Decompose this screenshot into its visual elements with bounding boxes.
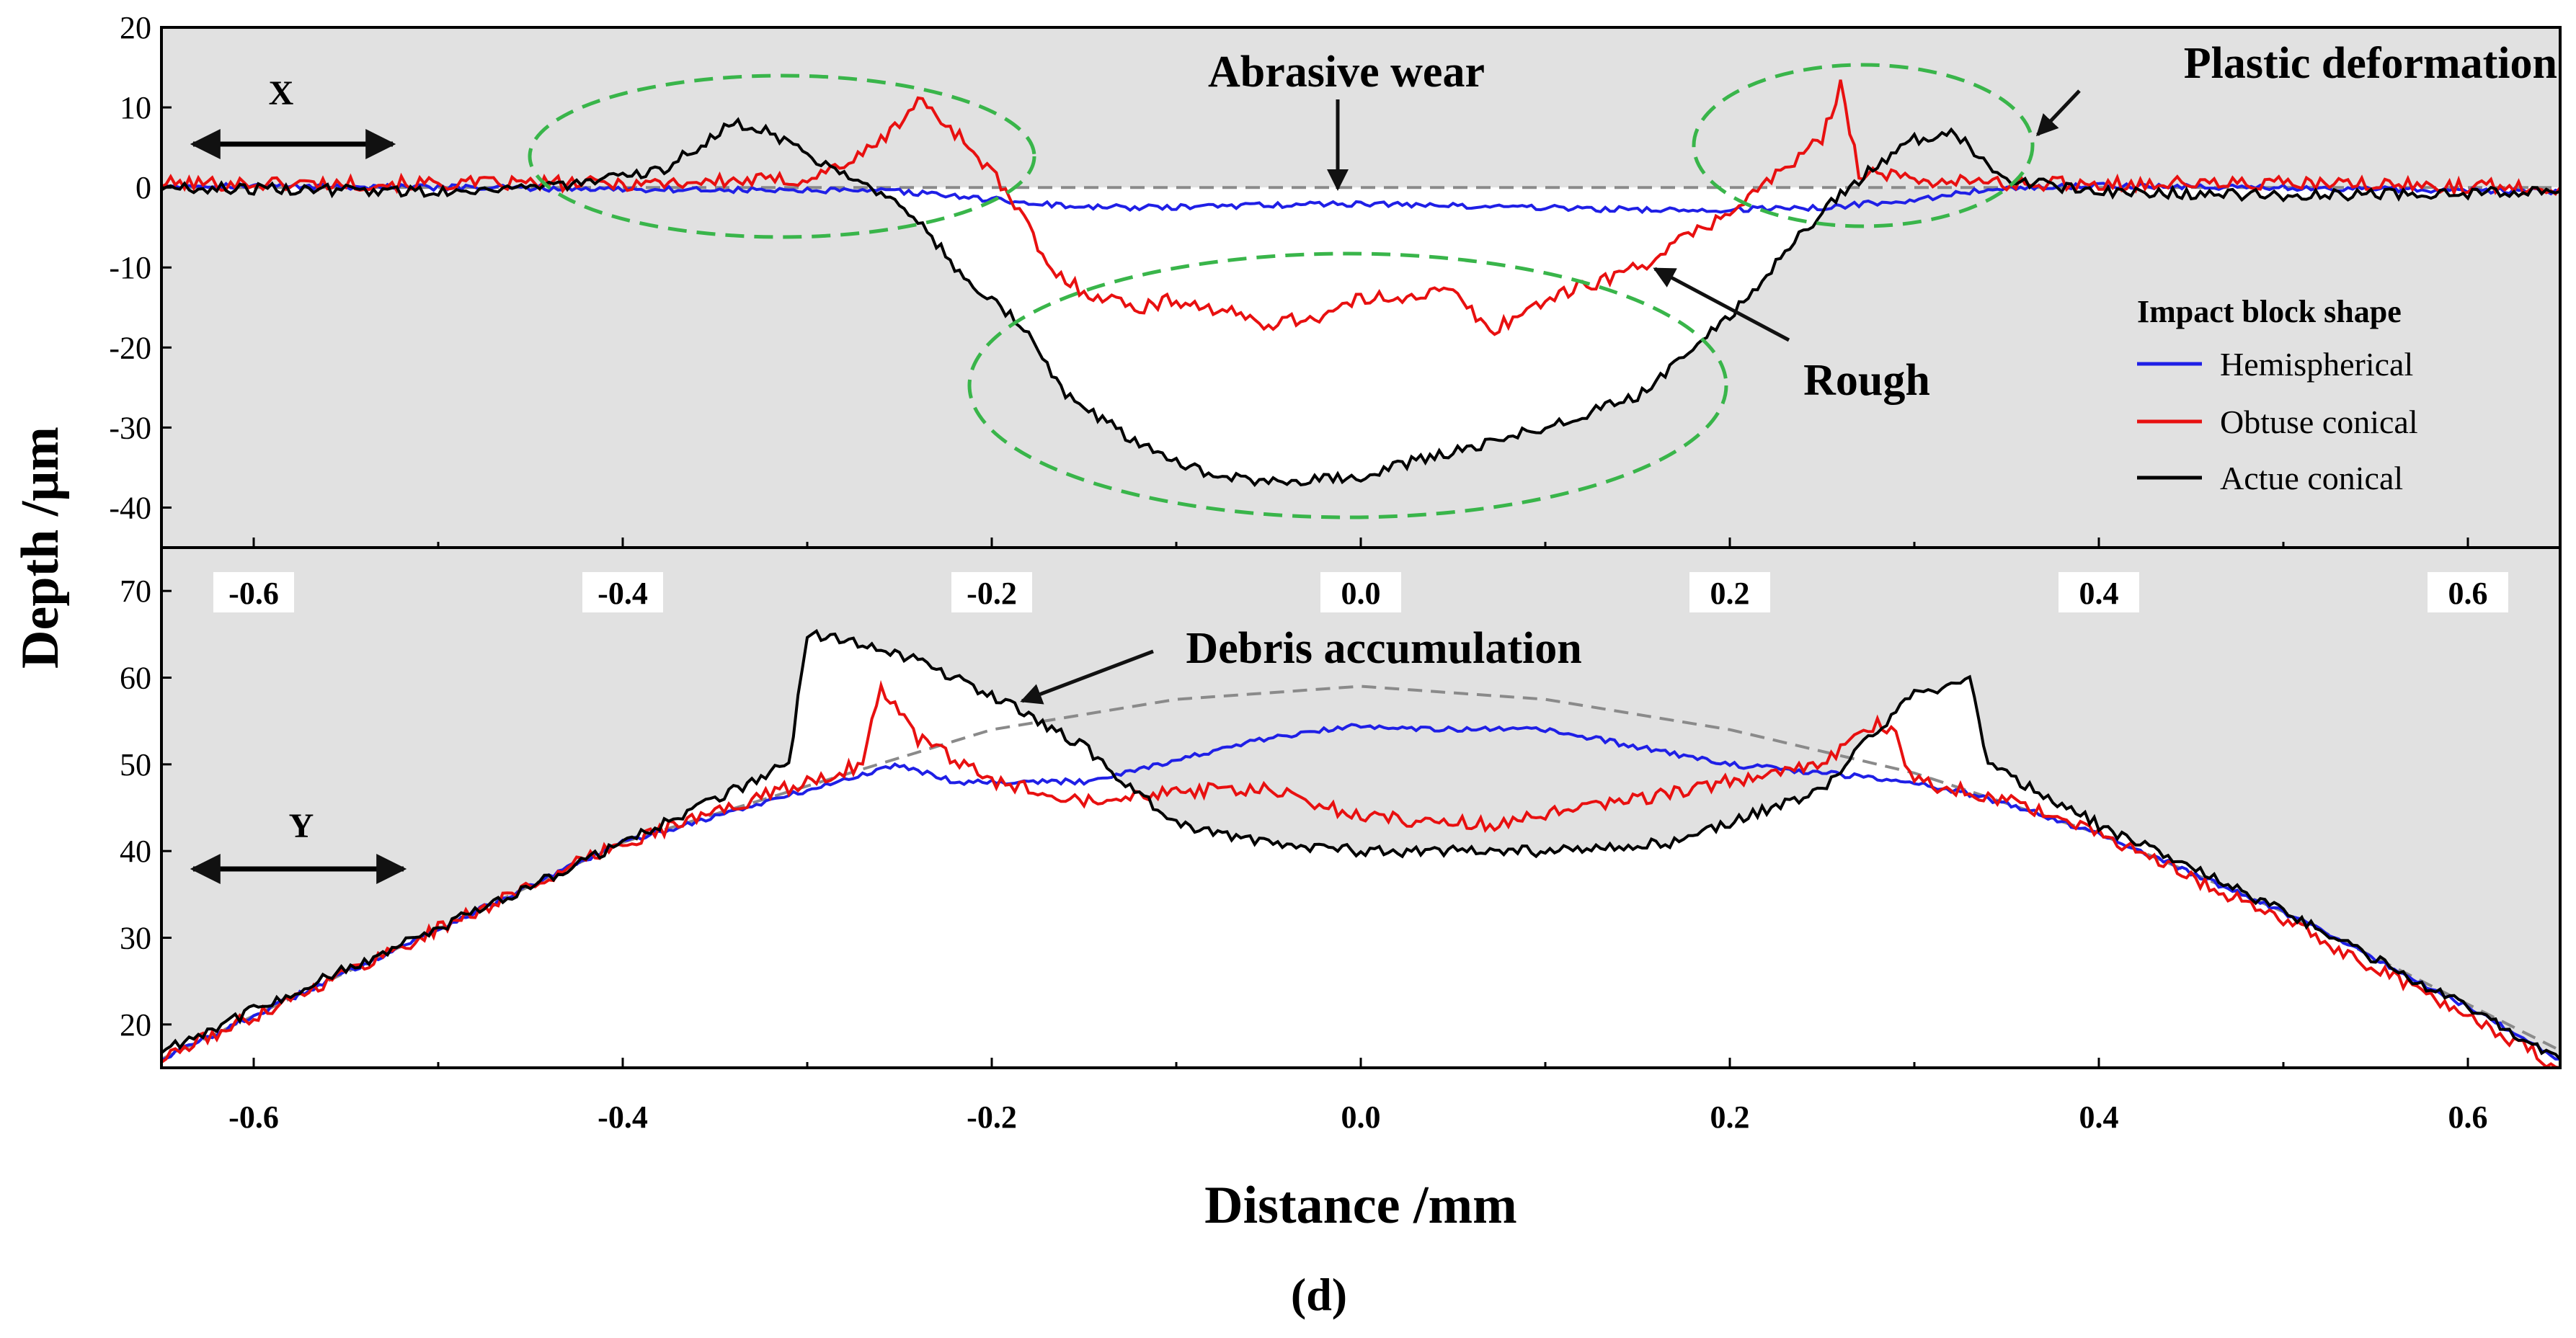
- legend-entry-obtuse-conical: Obtuse conical: [2220, 403, 2418, 440]
- legend: Impact block shape Hemispherical Obtuse …: [2137, 294, 2418, 496]
- annotation-rough: Rough: [1803, 356, 1930, 405]
- top-xtick-label-bg: [2428, 572, 2508, 612]
- bot-ytick-label: 70: [120, 574, 151, 609]
- top-series-actue-conical: [161, 117, 2560, 487]
- y-direction-indicator: Y: [190, 807, 407, 884]
- arrow-debris-accumulation: [1020, 649, 1154, 705]
- figure-caption: (d): [1291, 1269, 1347, 1320]
- top-panel-cavity-fill: [161, 187, 2560, 485]
- annotation-plastic-deformation: Plastic deformation: [2184, 39, 2557, 88]
- legend-entry-hemispherical: Hemispherical: [2220, 346, 2413, 383]
- bot-xtick-label: -0.6: [228, 1100, 279, 1135]
- legend-title: Impact block shape: [2137, 294, 2402, 329]
- x-direction-label: X: [269, 74, 294, 112]
- bot-xtick-label: 0.6: [2448, 1100, 2488, 1135]
- bot-ytick-label: 20: [120, 1007, 151, 1043]
- top-xtick-label: -0.6: [228, 576, 279, 611]
- bot-ytick-label: 40: [120, 834, 151, 869]
- ellipse-left-pileup: [528, 73, 1036, 239]
- bottom-series-hemispherical: [161, 723, 2560, 1062]
- ellipse-crater: [967, 251, 1728, 519]
- top-ytick-label: -10: [109, 250, 151, 285]
- top-xtick-label-bg: [1689, 572, 1770, 612]
- top-xtick-label: 0.2: [1710, 576, 1750, 611]
- bot-xtick-label: 0.2: [1710, 1100, 1750, 1135]
- bottom-series-obtuse-conical: [161, 679, 2560, 1068]
- bottom-series-actue-conical: [161, 628, 2560, 1061]
- top-xtick-label: 0.4: [2079, 576, 2119, 611]
- annotation-debris-accumulation: Debris accumulation: [1186, 624, 1581, 673]
- top-xtick-label: -0.4: [598, 576, 648, 611]
- top-ytick-label: -30: [109, 410, 151, 445]
- bot-xtick-label: 0.4: [2079, 1100, 2119, 1135]
- bottom-panel-profile-fill: [161, 630, 2560, 1068]
- bot-xtick-label: -0.2: [967, 1100, 1017, 1135]
- top-xtick-label: 0.6: [2448, 576, 2488, 611]
- bot-ytick-label: 30: [120, 921, 151, 956]
- top-ytick-label: -40: [109, 490, 151, 525]
- top-xtick-label-bg: [951, 572, 1032, 612]
- top-ytick-label: -20: [109, 330, 151, 365]
- top-series-obtuse-conical: [161, 79, 2560, 336]
- top-ytick-label: 20: [120, 10, 151, 45]
- y-direction-label: Y: [289, 807, 314, 845]
- top-ytick-label: 10: [120, 90, 151, 125]
- arrow-plastic-deformation: [2035, 89, 2081, 137]
- x-axis-title: Distance /mm: [1204, 1176, 1517, 1235]
- bot-xtick-label: -0.4: [598, 1100, 648, 1135]
- bot-xtick-label: 0.0: [1341, 1100, 1381, 1135]
- top-xtick-label-bg: [213, 572, 294, 612]
- y-axis-title: Depth /μm: [11, 427, 70, 669]
- bot-ytick-label: 60: [120, 661, 151, 696]
- top-xtick-label-bg: [582, 572, 663, 612]
- ellipse-right-pileup: [1692, 63, 2035, 228]
- x-direction-indicator: X: [190, 74, 396, 159]
- legend-entry-actue-conical: Actue conical: [2220, 460, 2403, 496]
- bot-ytick-label: 50: [120, 747, 151, 782]
- top-ytick-label: 0: [136, 170, 151, 205]
- annotation-abrasive-wear: Abrasive wear: [1208, 48, 1485, 97]
- top-xtick-label: 0.0: [1341, 576, 1381, 611]
- arrow-rough: [1653, 267, 1790, 342]
- top-xtick-label-bg: [1320, 572, 1401, 612]
- top-xtick-label: -0.2: [967, 576, 1017, 611]
- top-xtick-label-bg: [2058, 572, 2139, 612]
